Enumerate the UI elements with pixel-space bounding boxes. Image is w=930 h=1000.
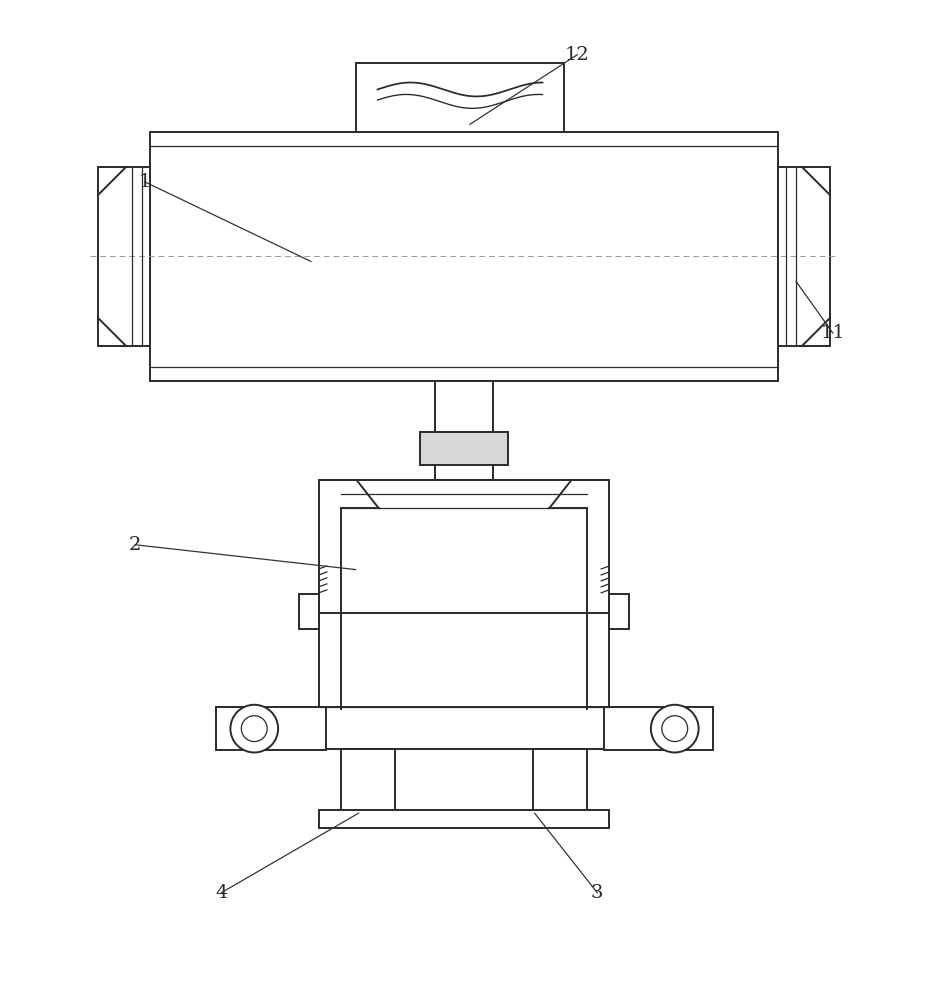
- Circle shape: [242, 716, 267, 742]
- Bar: [150, 132, 778, 381]
- Bar: [609, 594, 629, 629]
- Bar: [435, 381, 493, 480]
- Bar: [217, 707, 326, 750]
- Circle shape: [662, 716, 687, 742]
- Bar: [778, 167, 830, 346]
- Bar: [340, 749, 395, 813]
- Bar: [355, 63, 565, 132]
- Bar: [319, 480, 609, 709]
- Text: 1: 1: [139, 173, 151, 191]
- Circle shape: [651, 705, 698, 752]
- Bar: [99, 167, 150, 346]
- Bar: [420, 432, 508, 465]
- Text: 11: 11: [820, 324, 845, 342]
- Text: 3: 3: [591, 884, 604, 902]
- Bar: [533, 749, 587, 813]
- Text: 4: 4: [215, 884, 228, 902]
- Bar: [604, 707, 712, 750]
- Text: 2: 2: [128, 536, 141, 554]
- Bar: [319, 810, 609, 828]
- Bar: [272, 707, 657, 749]
- Bar: [299, 594, 319, 629]
- Circle shape: [231, 705, 278, 752]
- Text: 12: 12: [565, 46, 590, 64]
